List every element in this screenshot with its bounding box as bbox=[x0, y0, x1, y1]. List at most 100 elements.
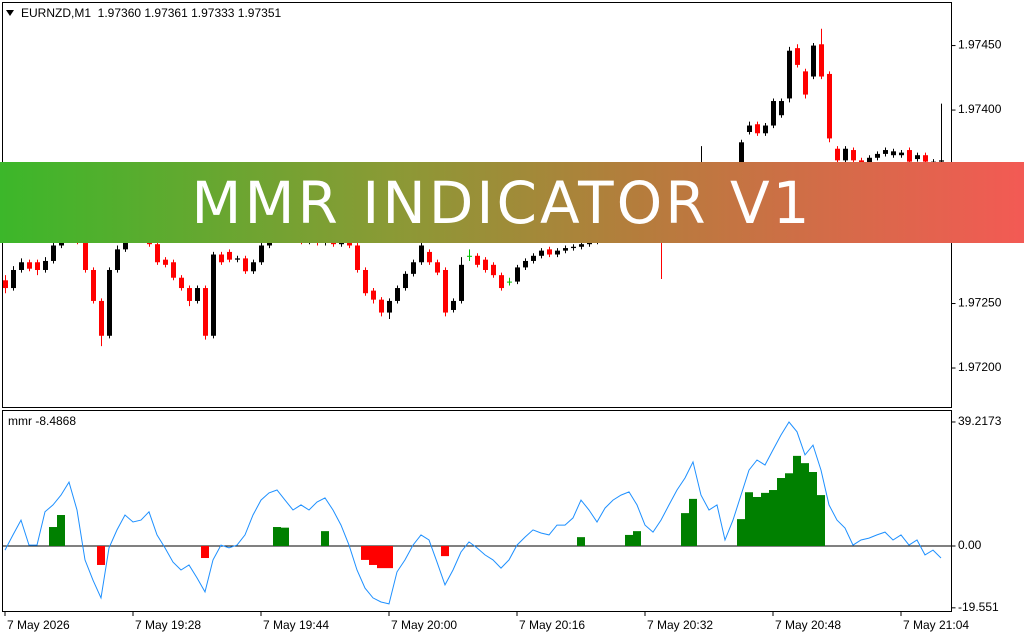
chart-title: EURNZD,M1 1.97360 1.97361 1.97333 1.9735… bbox=[21, 6, 282, 20]
x-tick-label: 7 May 20:16 bbox=[519, 618, 585, 632]
histogram-bar bbox=[785, 473, 793, 547]
candle-body bbox=[419, 245, 424, 263]
candle-body bbox=[107, 269, 112, 336]
candle-body bbox=[379, 299, 384, 313]
candle-body bbox=[875, 153, 880, 158]
candle-body bbox=[363, 269, 368, 294]
candle-body bbox=[803, 71, 808, 95]
candle-body bbox=[443, 269, 448, 313]
y-tick-label: 0.00 bbox=[958, 538, 982, 552]
histogram-bar bbox=[681, 513, 689, 547]
candle-body bbox=[923, 155, 928, 162]
candle-body bbox=[939, 160, 944, 162]
candle-body bbox=[571, 246, 576, 249]
candle-body bbox=[203, 288, 208, 336]
candle-body bbox=[771, 101, 776, 126]
histogram-bar bbox=[753, 496, 761, 547]
candle-body bbox=[891, 151, 896, 156]
candle-body bbox=[155, 244, 160, 263]
candle-body bbox=[403, 273, 408, 289]
candle-body bbox=[531, 255, 536, 261]
histogram-bar bbox=[49, 527, 57, 547]
candle-body bbox=[427, 251, 432, 263]
candle-body bbox=[411, 262, 416, 274]
banner: MMR INDICATOR V1 bbox=[0, 162, 1024, 243]
y-tick-label: 1.97400 bbox=[958, 102, 1002, 116]
candle-body bbox=[555, 250, 560, 255]
candle-body bbox=[11, 269, 16, 289]
histogram-bar bbox=[577, 537, 585, 547]
candle-body bbox=[507, 281, 512, 283]
candle-body bbox=[219, 254, 224, 263]
candle-body bbox=[843, 148, 848, 161]
histogram-bar bbox=[745, 492, 753, 547]
candle-body bbox=[787, 50, 792, 99]
candle-body bbox=[83, 241, 88, 270]
candle-body bbox=[475, 255, 480, 265]
candle-body bbox=[491, 264, 496, 276]
candle-body bbox=[355, 245, 360, 270]
histogram-bar bbox=[97, 546, 105, 565]
candle-body bbox=[211, 254, 216, 336]
banner-text: MMR INDICATOR V1 bbox=[191, 168, 813, 237]
candle-body bbox=[435, 262, 440, 273]
x-tick-label: 7 May 2026 bbox=[7, 618, 70, 632]
candle-body bbox=[819, 44, 824, 77]
candle-body bbox=[227, 251, 232, 260]
candle-body bbox=[243, 258, 248, 272]
candle-body bbox=[99, 300, 104, 336]
candle-body bbox=[579, 244, 584, 247]
indicator-line bbox=[4, 421, 942, 605]
candle-body bbox=[899, 152, 904, 156]
histogram-bar bbox=[769, 490, 777, 547]
histogram-bar bbox=[361, 546, 369, 560]
candle-body bbox=[867, 157, 872, 165]
histogram-bar bbox=[273, 527, 281, 547]
histogram-bar bbox=[761, 492, 769, 547]
histogram-bar bbox=[441, 546, 449, 557]
histogram-bar bbox=[801, 463, 809, 547]
candle-body bbox=[51, 245, 56, 261]
candle-body bbox=[451, 300, 456, 310]
histogram-bar bbox=[777, 478, 785, 547]
candle-body bbox=[171, 262, 176, 278]
histogram-bar bbox=[625, 534, 633, 547]
candle-body bbox=[35, 262, 40, 270]
y-tick-label: 39.2173 bbox=[958, 414, 1002, 428]
candle-body bbox=[523, 260, 528, 268]
candle-body bbox=[755, 124, 760, 134]
candle-body bbox=[483, 259, 488, 270]
menu-triangle bbox=[6, 10, 14, 16]
candle-body bbox=[195, 288, 200, 301]
candle-body bbox=[811, 45, 816, 77]
histogram-bar bbox=[377, 546, 385, 569]
histogram-bar bbox=[369, 546, 377, 565]
candle-body bbox=[163, 259, 168, 265]
histogram-bar bbox=[201, 546, 209, 559]
candle-body bbox=[763, 125, 768, 134]
x-tick-label: 7 May 19:28 bbox=[135, 618, 201, 632]
candle-body bbox=[883, 150, 888, 154]
candle-body bbox=[123, 239, 128, 250]
candle-body bbox=[19, 262, 24, 270]
histogram-bar bbox=[633, 531, 641, 547]
candle-body bbox=[539, 250, 544, 256]
y-tick-label: -19.551 bbox=[958, 600, 999, 614]
candle-body bbox=[115, 249, 120, 270]
histogram-bar bbox=[281, 527, 289, 547]
candle-body bbox=[27, 262, 32, 269]
y-tick-label: 1.97200 bbox=[958, 360, 1002, 374]
y-tick-label: 1.97450 bbox=[958, 38, 1002, 52]
histogram-bar bbox=[385, 546, 393, 569]
candle-body bbox=[779, 101, 784, 116]
y-tick-label: 1.97250 bbox=[958, 296, 1002, 310]
histogram-bar bbox=[817, 495, 825, 547]
candle-body bbox=[747, 125, 752, 132]
x-tick-label: 7 May 20:00 bbox=[391, 618, 457, 632]
candle-body bbox=[347, 241, 352, 246]
candle-body bbox=[795, 48, 800, 65]
x-tick-label: 7 May 20:32 bbox=[647, 618, 713, 632]
candle-body bbox=[179, 277, 184, 289]
